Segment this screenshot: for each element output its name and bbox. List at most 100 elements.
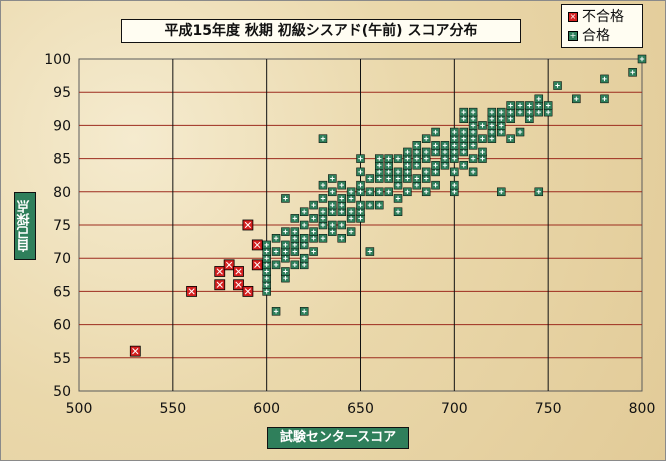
x-tick-label: 750 — [535, 401, 562, 417]
pass-point — [356, 167, 365, 177]
pass-point — [553, 81, 562, 90]
pass-point — [309, 227, 318, 236]
x-axis-label-text: 試験センタースコア — [279, 430, 397, 445]
pass-point — [468, 154, 478, 163]
pass-point — [346, 227, 356, 236]
pass-point — [637, 54, 647, 64]
pass-point — [271, 234, 281, 243]
pass-point — [393, 167, 403, 177]
pass-point — [543, 101, 553, 110]
pass-point — [487, 134, 497, 143]
fail-marker-icon: × — [568, 12, 578, 22]
pass-point — [506, 134, 515, 143]
pass-point — [478, 154, 487, 163]
pass-point — [431, 167, 440, 177]
y-tick-label: 80 — [53, 185, 71, 201]
legend-item-pass: + 合格 — [568, 27, 610, 45]
pass-point — [403, 147, 412, 157]
pass-point — [281, 227, 290, 236]
pass-point — [600, 74, 609, 84]
pass-point — [281, 267, 290, 276]
pass-point — [412, 154, 422, 163]
pass-point — [487, 107, 497, 117]
pass-point — [299, 234, 309, 243]
pass-point — [337, 180, 346, 190]
y-tick-label: 55 — [53, 351, 71, 367]
chart-title-text: 平成15年度 秋期 初級シスアド(午前) スコア分布 — [164, 23, 478, 39]
x-tick-label: 600 — [253, 401, 280, 417]
pass-point — [450, 167, 459, 177]
pass-point — [384, 154, 393, 163]
data-points — [129, 54, 647, 357]
pass-point — [299, 307, 309, 316]
pass-point — [309, 214, 318, 223]
pass-point — [440, 141, 450, 150]
y-tick-label: 60 — [53, 318, 71, 334]
fail-point — [214, 279, 226, 291]
pass-point — [412, 141, 422, 150]
pass-point — [421, 167, 431, 177]
y-axis-label: 自己採点 — [14, 192, 36, 260]
pass-point — [299, 207, 309, 216]
pass-point — [346, 207, 356, 216]
pass-point — [497, 114, 506, 124]
pass-point — [497, 187, 506, 197]
pass-point — [525, 101, 534, 110]
grid-lines — [79, 59, 642, 391]
pass-point — [290, 214, 300, 223]
pass-point — [375, 187, 384, 197]
y-tick-label: 65 — [53, 284, 71, 300]
pass-point — [459, 107, 468, 117]
pass-point — [318, 180, 328, 190]
y-tick-label: 50 — [53, 384, 71, 400]
y-tick-label: 85 — [53, 152, 71, 168]
pass-point — [281, 240, 290, 250]
pass-point — [450, 127, 459, 137]
pass-point — [412, 174, 422, 183]
pass-point — [393, 194, 403, 203]
y-axis-label-text: 自己採点 — [17, 200, 33, 252]
fail-point — [233, 266, 244, 277]
pass-point — [309, 247, 318, 256]
pass-point — [337, 194, 346, 203]
pass-point — [309, 200, 318, 210]
pass-point — [403, 187, 412, 197]
y-tick-label: 75 — [53, 218, 71, 234]
pass-point — [365, 174, 375, 183]
pass-point — [318, 194, 328, 203]
pass-marker-icon: + — [568, 31, 578, 41]
fail-point — [186, 285, 198, 297]
pass-point — [318, 207, 328, 216]
x-tick-label: 550 — [159, 401, 186, 417]
pass-point — [365, 187, 375, 197]
pass-point — [421, 134, 431, 143]
pass-point — [468, 167, 478, 177]
fail-point — [233, 279, 244, 291]
pass-point — [375, 160, 384, 170]
pass-point — [478, 147, 487, 157]
pass-point — [318, 134, 328, 143]
pass-point — [271, 307, 281, 316]
y-tick-label: 100 — [44, 52, 71, 68]
pass-point — [515, 101, 525, 110]
pass-point — [459, 160, 468, 170]
fail-point — [251, 259, 263, 271]
pass-point — [271, 260, 281, 270]
pass-point — [299, 253, 309, 263]
pass-point — [262, 267, 271, 276]
y-tick-label: 95 — [53, 85, 71, 101]
fail-point — [214, 266, 226, 277]
legend-item-fail: × 不合格 — [568, 8, 624, 26]
pass-point — [515, 127, 525, 137]
pass-point — [365, 200, 375, 210]
pass-point — [356, 200, 365, 210]
pass-point — [497, 107, 506, 117]
chart-title: 平成15年度 秋期 初級シスアド(午前) スコア分布 — [121, 19, 521, 43]
pass-point — [459, 134, 468, 143]
x-axis-label: 試験センタースコア — [267, 427, 409, 449]
pass-point — [299, 220, 309, 230]
tick-labels: 50 55 60 65 70 75 80 85 90 95 100 500 550 600 650 700 75… — [44, 52, 655, 417]
y-tick-label: 70 — [53, 251, 71, 267]
